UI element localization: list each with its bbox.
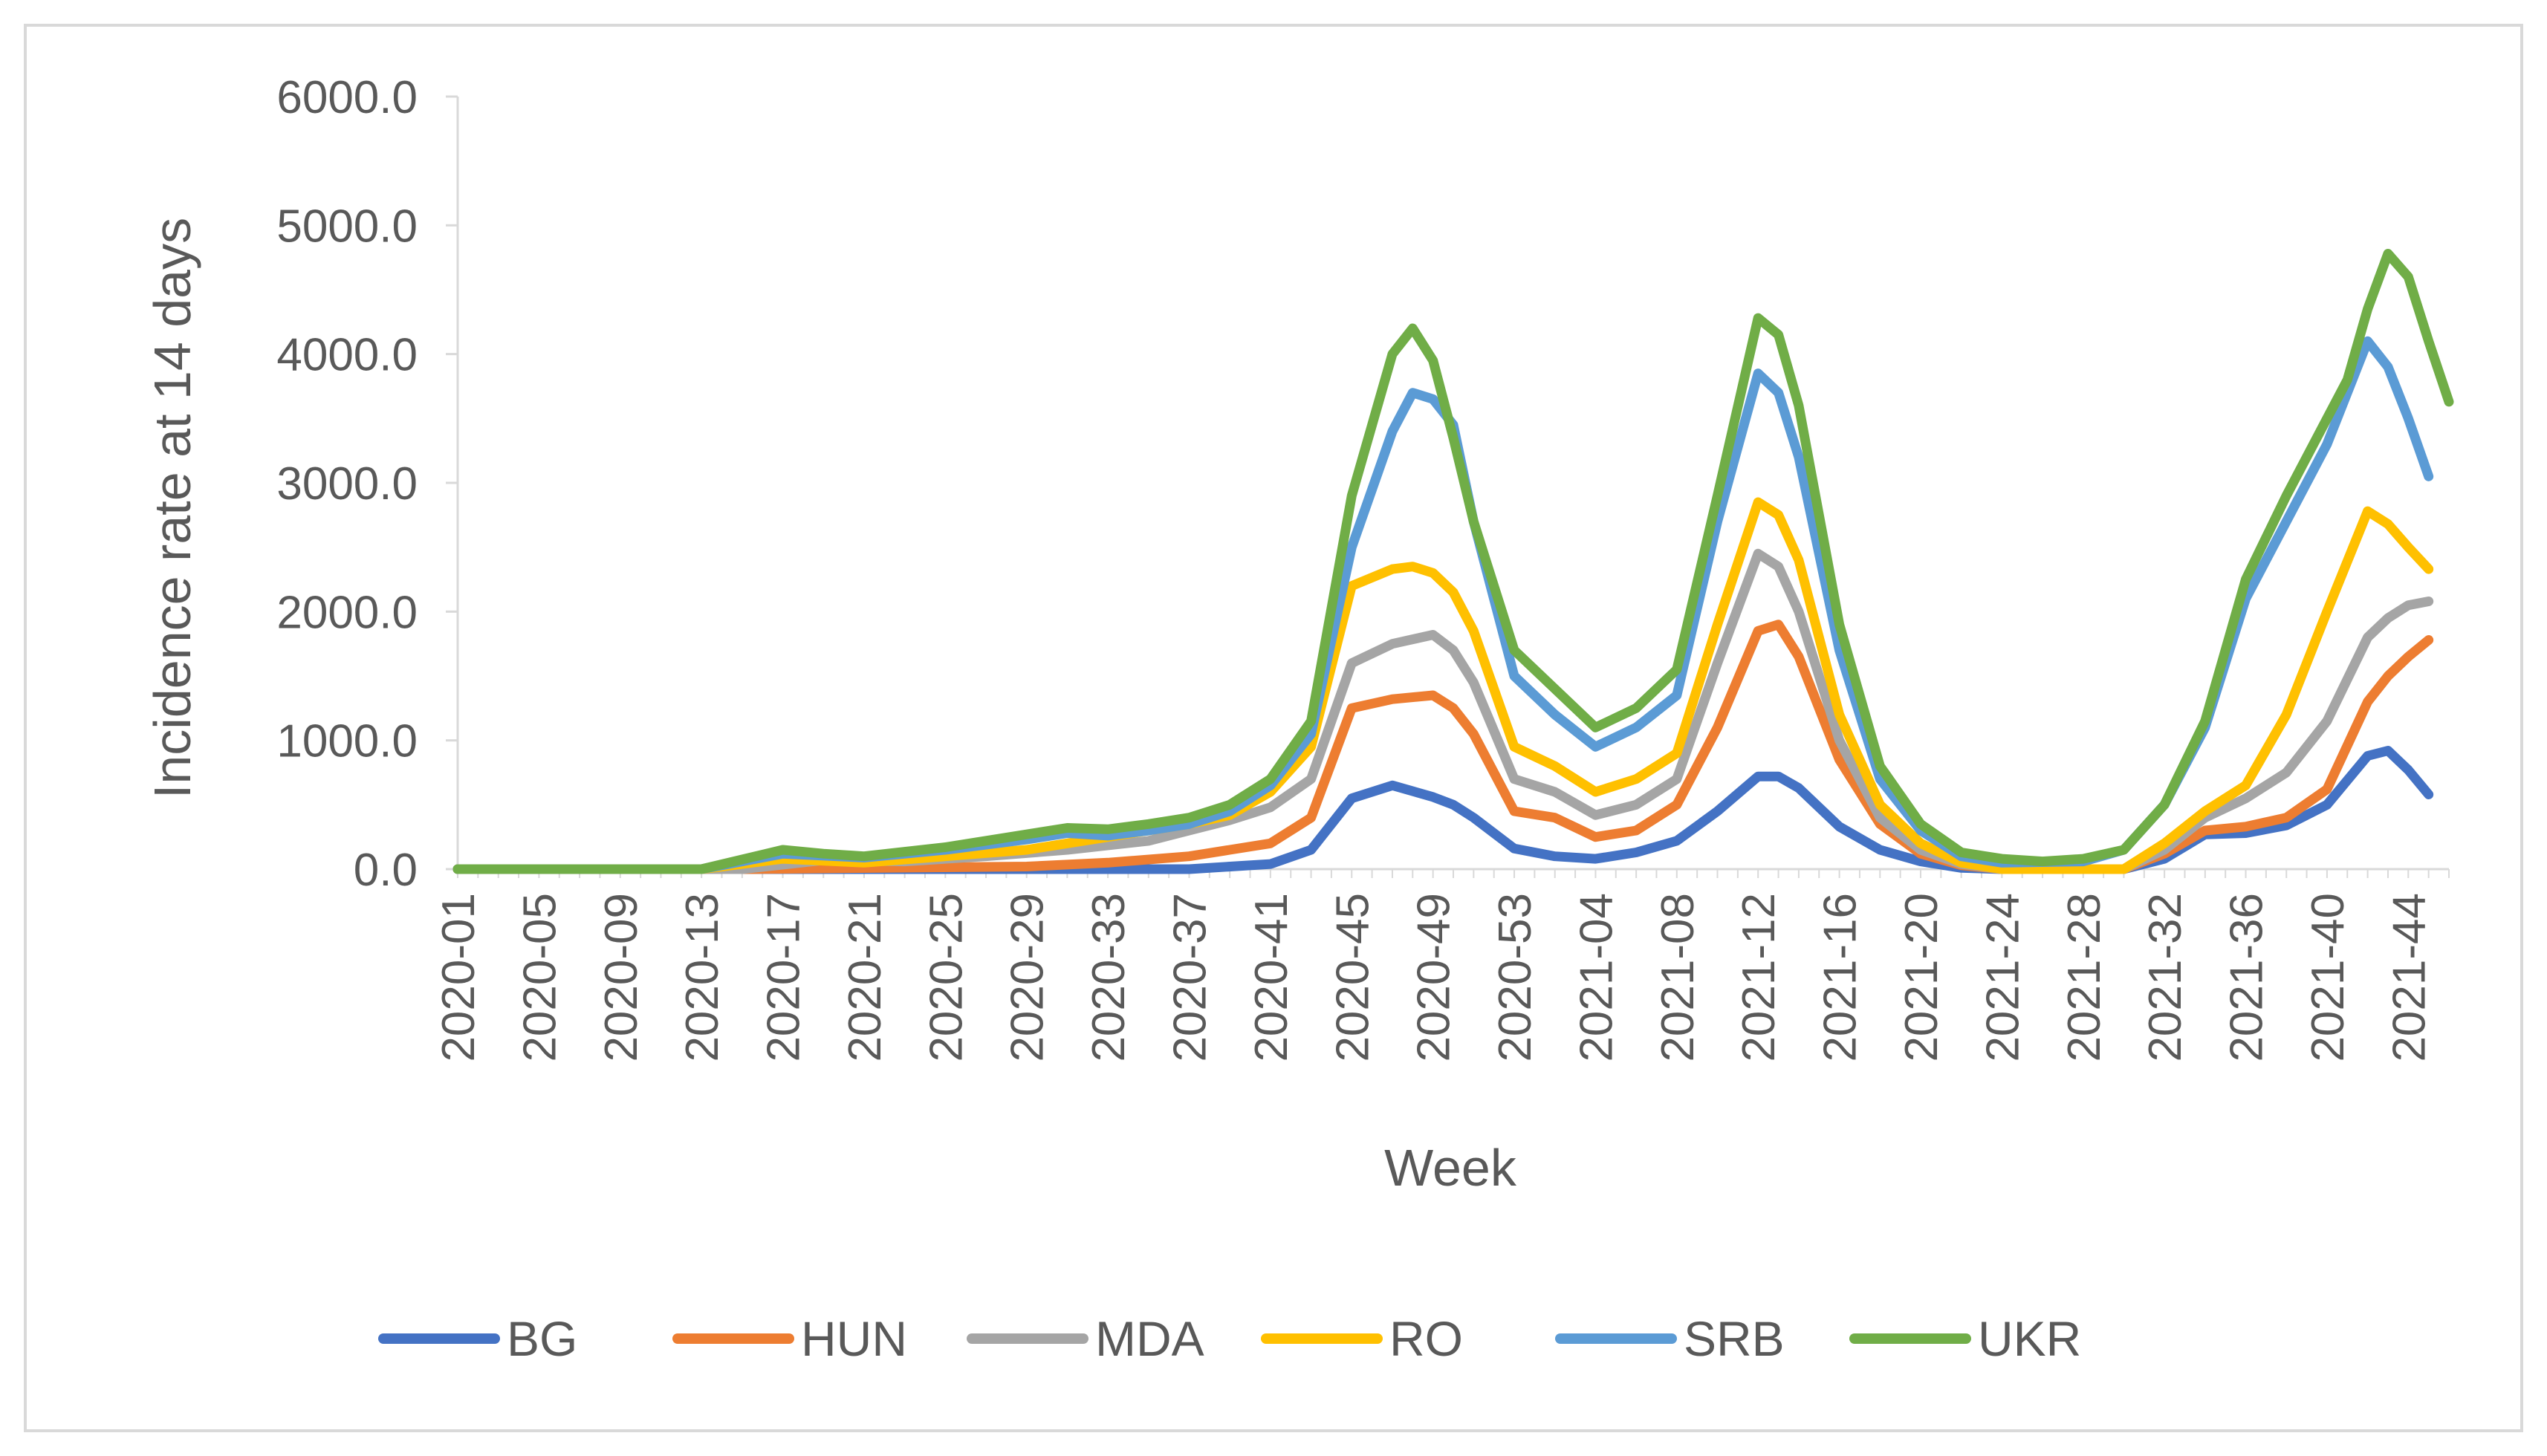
x-tick-label: 2020-17 <box>759 893 810 1062</box>
x-tick-label: 2020-45 <box>1327 893 1378 1062</box>
x-tick-label: 2020-09 <box>596 893 647 1062</box>
x-tick-label: 2020-41 <box>1246 893 1297 1062</box>
x-tick-label: 2020-29 <box>1002 893 1054 1062</box>
legend-label-ukr: UKR <box>1978 1311 2081 1366</box>
x-tick-label: 2021-36 <box>2222 893 2273 1062</box>
x-axis-title: Week <box>1384 1139 1517 1197</box>
x-tick-label: 2021-16 <box>1815 893 1866 1062</box>
x-tick-label: 2020-13 <box>677 893 728 1062</box>
series-line-srb <box>452 336 2434 874</box>
axes: 0.0 1000.0 2000.0 3000.0 4000.0 5000.0 6000.0 2… <box>276 72 2450 1062</box>
y-tick-label: 1000.0 <box>276 716 418 767</box>
y-axis-title-group: Incidence rate at 14 days <box>143 218 201 799</box>
y-tick-label: 6000.0 <box>276 72 418 123</box>
x-tick-label: 2021-28 <box>2059 893 2110 1062</box>
x-tick-label: 2020-49 <box>1409 893 1460 1062</box>
x-tick-label: 2020-25 <box>921 893 972 1062</box>
chart-frame: Incidence rate at 14 days Week 0.0 1000.0… <box>24 24 2523 1432</box>
x-tick-label: 2021-32 <box>2140 893 2191 1062</box>
legend-label-srb: SRB <box>1684 1311 1785 1366</box>
x-tick-label: 2020-37 <box>1164 893 1216 1062</box>
series-line-ukr <box>452 249 2454 874</box>
y-tick-label: 0.0 <box>354 845 418 896</box>
y-tick-label: 5000.0 <box>276 201 418 252</box>
legend-label-bg: BG <box>507 1311 577 1366</box>
x-tick-label: 2020-01 <box>433 893 484 1062</box>
legend-label-ro: RO <box>1389 1311 1463 1366</box>
series-line-mda <box>452 548 2434 874</box>
y-axis-title: Incidence rate at 14 days <box>143 218 201 799</box>
y-tick-label: 4000.0 <box>276 330 418 381</box>
series-line-bg <box>452 746 2434 874</box>
series-lines <box>452 249 2454 874</box>
x-tick-label: 2021-04 <box>1571 893 1622 1062</box>
y-tick-label: 3000.0 <box>276 458 418 510</box>
series-line-ro <box>452 497 2434 874</box>
x-tick-label: 2020-53 <box>1490 893 1541 1062</box>
series-line-hun <box>452 620 2434 874</box>
x-tick-label: 2021-12 <box>1733 893 1785 1062</box>
x-tick-label: 2020-21 <box>840 893 891 1062</box>
line-chart: Incidence rate at 14 days Week 0.0 1000.0… <box>143 72 2454 1366</box>
x-tick-label: 2020-05 <box>514 893 565 1062</box>
x-tick-label: 2021-44 <box>2384 893 2435 1062</box>
legend-label-mda: MDA <box>1095 1311 1204 1366</box>
y-tick-label: 2000.0 <box>276 587 418 638</box>
x-tick-label: 2020-33 <box>1083 893 1135 1062</box>
x-tick-label: 2021-08 <box>1652 893 1704 1062</box>
legend-label-hun: HUN <box>801 1311 907 1366</box>
x-tick-label: 2021-40 <box>2303 893 2354 1062</box>
x-tick-label: 2021-20 <box>1896 893 1947 1062</box>
legend: BG HUN MDA RO SRB UKR <box>378 1311 2081 1366</box>
x-tick-label: 2021-24 <box>1977 893 2028 1062</box>
